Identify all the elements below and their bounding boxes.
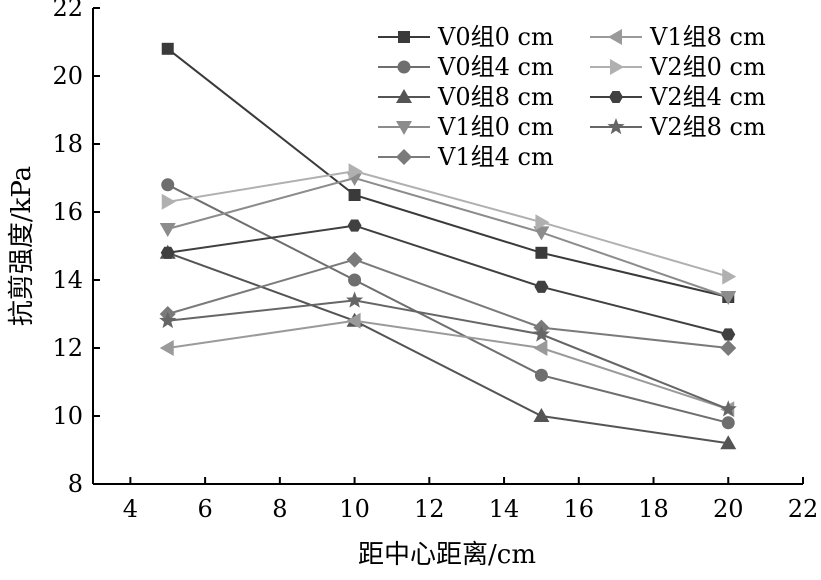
x-tick-label: 22 [788,495,819,523]
legend-item: V1组4 cm [378,143,554,171]
legend-label: V1组0 cm [437,113,554,141]
legend-label: V2组0 cm [649,53,766,81]
legend-marker [396,121,412,135]
data-point [720,435,737,450]
axes: 4 6 8 10 12 14 16 18 20 22 8 10 12 14 16 18 20 22 [52,0,818,523]
x-tick-label: 10 [339,495,370,523]
legend-marker [398,31,410,43]
data-point [532,325,550,342]
legend-label: V1组4 cm [437,143,554,171]
data-point [720,291,737,305]
data-point [159,340,174,356]
data-point [159,223,176,237]
series-7 [161,163,737,285]
legend-item: V0组8 cm [378,83,554,111]
y-tick-label: 14 [52,266,83,294]
data-point [719,400,737,417]
series-line [167,183,729,424]
legend-label: V1组8 cm [649,23,766,51]
x-axis-title: 距中心距离/cm [358,540,536,570]
data-point [533,408,550,422]
data-point [534,368,548,382]
legend-item: V0组4 cm [378,53,554,81]
series-line [167,48,729,298]
data-point [720,340,737,356]
series-line [167,224,729,336]
data-point [721,328,736,341]
y-tick-label: 16 [52,198,83,226]
x-tick-label: 20 [713,495,744,523]
y-tick-label: 18 [52,130,83,158]
legend-item: V2组0 cm [590,53,766,81]
x-tick-label: 14 [489,495,520,523]
x-tick-label: 12 [414,495,445,523]
series-layer [159,42,737,450]
y-tick-label: 20 [52,62,83,90]
legend-marker [610,59,624,75]
data-point [161,42,174,55]
data-point [348,189,361,201]
series-line [167,258,729,349]
series-line [167,176,729,298]
legend-marker [608,29,622,45]
data-point [535,214,550,231]
legend-marker [607,118,625,135]
y-tick-label: 8 [68,470,83,498]
series-line [167,170,729,278]
data-point [533,340,548,356]
series-2 [161,178,735,430]
x-tick-label: 8 [272,495,287,523]
data-point [722,268,737,285]
y-axis-title: 抗剪强度/kPa [7,166,37,326]
legend-item: V2组8 cm [590,113,766,141]
legend-label: V2组8 cm [649,113,766,141]
data-point [533,226,550,241]
data-point [348,273,362,287]
data-point [161,193,176,210]
y-tick-label: 10 [52,402,83,430]
series-line [167,299,729,411]
data-point [159,311,177,329]
legend-item: V2组4 cm [590,83,766,111]
y-tick-label: 22 [52,0,83,22]
legend-label: V0组4 cm [437,53,554,81]
data-point [346,312,361,329]
legend-marker [397,60,411,74]
data-point [346,251,363,268]
x-tick-label: 4 [123,495,138,523]
legend-label: V0组8 cm [437,83,554,111]
data-point [535,246,548,259]
legend-item: V1组8 cm [590,23,766,51]
x-tick-label: 6 [197,495,212,523]
data-point [161,178,175,192]
y-tick-label: 12 [52,334,83,362]
legend-marker [609,90,623,104]
legend-item: V0组0 cm [378,23,554,51]
legend-marker [396,89,412,103]
series-line [167,319,729,411]
data-point [348,163,363,180]
legend-item: V1组0 cm [378,113,554,141]
x-tick-label: 16 [564,495,595,523]
legend-label: V2组4 cm [649,83,766,111]
data-point [534,280,549,293]
data-point [347,219,362,232]
data-point [346,291,364,308]
legend-marker [396,149,412,165]
data-point [721,416,735,430]
series-8 [160,219,736,341]
legend-label: V0组0 cm [437,23,554,51]
data-point [160,246,175,259]
x-tick-label: 18 [638,495,669,523]
series-9 [159,291,737,417]
